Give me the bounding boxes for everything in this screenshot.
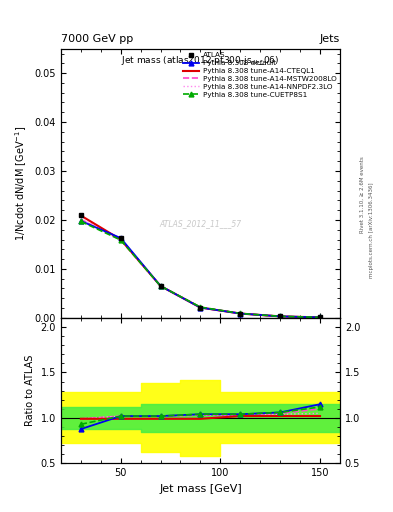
ATLAS [118, 235, 123, 241]
Pythia 8.308 tune-CUETP8S1 [79, 218, 83, 224]
Pythia 8.308 default [278, 313, 283, 319]
Pythia 8.308 tune-A14-MSTW2008LO [158, 283, 163, 289]
Pythia 8.308 tune-A14-MSTW2008LO [238, 310, 242, 316]
Pythia 8.308 default [238, 310, 242, 316]
Pythia 8.308 default [318, 314, 322, 321]
Pythia 8.308 tune-CUETP8S1 [318, 314, 322, 321]
Text: mcplots.cern.ch [arXiv:1306.3436]: mcplots.cern.ch [arXiv:1306.3436] [369, 183, 375, 278]
X-axis label: Jet mass [GeV]: Jet mass [GeV] [159, 484, 242, 494]
ATLAS [238, 311, 242, 317]
Line: Pythia 8.308 tune-CUETP8S1: Pythia 8.308 tune-CUETP8S1 [79, 219, 322, 320]
Pythia 8.308 tune-CUETP8S1 [278, 313, 283, 319]
Y-axis label: 1/Ncdot dN/dM [GeV$^{-1}$]: 1/Ncdot dN/dM [GeV$^{-1}$] [13, 125, 29, 241]
Pythia 8.308 tune-A14-MSTW2008LO [79, 217, 83, 223]
Line: Pythia 8.308 tune-A14-MSTW2008LO: Pythia 8.308 tune-A14-MSTW2008LO [81, 220, 320, 317]
Line: Pythia 8.308 tune-A14-CTEQL1: Pythia 8.308 tune-A14-CTEQL1 [81, 216, 320, 317]
Pythia 8.308 tune-A14-NNPDF2.3LO [278, 313, 283, 319]
Pythia 8.308 tune-A14-NNPDF2.3LO [318, 314, 322, 321]
Pythia 8.308 tune-A14-NNPDF2.3LO [198, 305, 203, 311]
ATLAS [198, 305, 203, 311]
ATLAS [278, 313, 283, 319]
Line: Pythia 8.308 tune-A14-NNPDF2.3LO: Pythia 8.308 tune-A14-NNPDF2.3LO [81, 219, 320, 317]
Pythia 8.308 tune-CUETP8S1 [158, 283, 163, 289]
Line: Pythia 8.308 default: Pythia 8.308 default [79, 219, 322, 320]
ATLAS [318, 314, 322, 321]
ATLAS [158, 283, 163, 289]
Text: Jets: Jets [320, 33, 340, 44]
Pythia 8.308 tune-CUETP8S1 [118, 237, 123, 243]
Pythia 8.308 default [79, 218, 83, 224]
ATLAS [79, 211, 83, 218]
Pythia 8.308 tune-A14-MSTW2008LO [198, 305, 203, 311]
Pythia 8.308 tune-CUETP8S1 [238, 310, 242, 316]
Pythia 8.308 default [158, 283, 163, 289]
Pythia 8.308 default [118, 235, 123, 241]
Pythia 8.308 tune-A14-MSTW2008LO [118, 237, 123, 243]
Pythia 8.308 tune-A14-NNPDF2.3LO [158, 283, 163, 289]
Pythia 8.308 tune-A14-CTEQL1 [238, 310, 242, 316]
Pythia 8.308 tune-A14-CTEQL1 [118, 237, 123, 243]
Text: 7000 GeV pp: 7000 GeV pp [61, 33, 133, 44]
Legend: ATLAS, Pythia 8.308 default, Pythia 8.308 tune-A14-CTEQL1, Pythia 8.308 tune-A14: ATLAS, Pythia 8.308 default, Pythia 8.30… [182, 51, 338, 99]
Pythia 8.308 tune-A14-NNPDF2.3LO [118, 236, 123, 242]
Line: ATLAS: ATLAS [79, 212, 322, 320]
Pythia 8.308 tune-CUETP8S1 [198, 304, 203, 310]
Text: Jet mass (atlas2012-pt300-js$_{ak}$_06): Jet mass (atlas2012-pt300-js$_{ak}$_06) [121, 54, 279, 67]
Text: Rivet 3.1.10, ≥ 2.6M events: Rivet 3.1.10, ≥ 2.6M events [360, 156, 365, 233]
Y-axis label: Ratio to ATLAS: Ratio to ATLAS [25, 355, 35, 426]
Pythia 8.308 tune-A14-CTEQL1 [278, 313, 283, 319]
Pythia 8.308 tune-A14-MSTW2008LO [278, 313, 283, 319]
Pythia 8.308 tune-A14-NNPDF2.3LO [238, 310, 242, 316]
Pythia 8.308 tune-A14-MSTW2008LO [318, 314, 322, 321]
Pythia 8.308 default [198, 305, 203, 311]
Pythia 8.308 tune-A14-CTEQL1 [198, 305, 203, 311]
Pythia 8.308 tune-A14-CTEQL1 [79, 212, 83, 219]
Text: ATLAS_2012_11___57: ATLAS_2012_11___57 [160, 219, 241, 228]
Pythia 8.308 tune-A14-NNPDF2.3LO [79, 216, 83, 222]
Pythia 8.308 tune-A14-CTEQL1 [318, 314, 322, 321]
Pythia 8.308 tune-A14-CTEQL1 [158, 283, 163, 289]
